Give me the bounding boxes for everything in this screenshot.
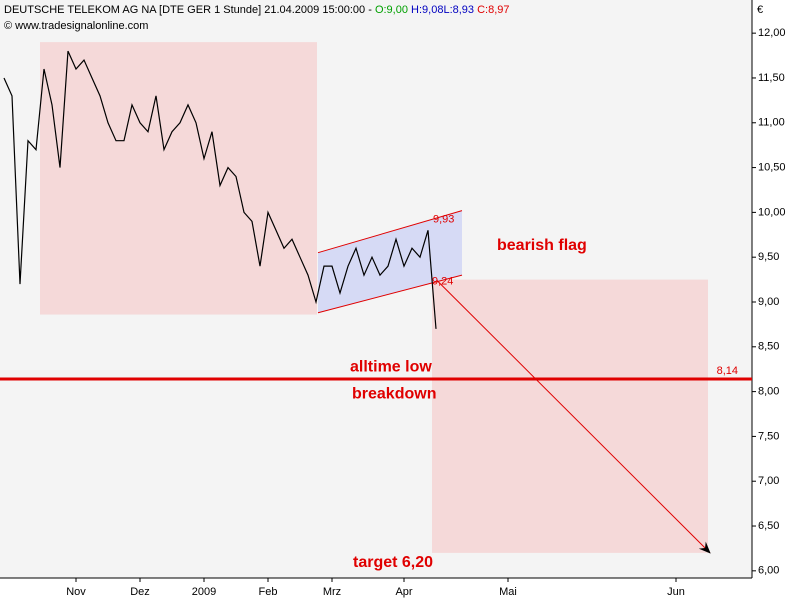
header-close: C:8,97 — [477, 4, 509, 16]
y-tick-label: 7,50 — [758, 430, 779, 442]
y-tick-label: 10,50 — [758, 161, 786, 173]
x-tick-label: Mai — [499, 586, 517, 598]
zone — [40, 42, 317, 315]
x-tick-label: Apr — [395, 586, 412, 598]
header-open: O:9,00 — [375, 4, 408, 16]
flag-low-label: 9,24 — [432, 275, 453, 287]
y-tick-label: 6,00 — [758, 565, 779, 577]
price-line — [3, 50, 437, 329]
y-unit: € — [757, 4, 763, 16]
annotation: breakdown — [352, 385, 436, 402]
y-tick-label: 12,00 — [758, 27, 786, 39]
y-tick-label: 6,50 — [758, 520, 779, 532]
x-tick-label: Jun — [667, 586, 685, 598]
x-tick-label: 2009 — [192, 586, 216, 598]
flag-high-label: 9,93 — [433, 214, 454, 226]
x-tick-label: Nov — [66, 586, 86, 598]
y-tick-label: 9,00 — [758, 296, 779, 308]
y-tick-label: 11,00 — [758, 117, 785, 129]
x-tick-label: Mrz — [323, 586, 341, 598]
y-tick-label: 8,50 — [758, 341, 779, 353]
copyright: © www.tradesignalonline.com — [4, 20, 148, 32]
y-tick-label: 7,00 — [758, 475, 779, 487]
x-tick-label: Feb — [259, 586, 278, 598]
annotation: alltime low — [350, 358, 432, 375]
y-tick-label: 9,50 — [758, 251, 779, 263]
y-tick-label: 10,00 — [758, 206, 786, 218]
header-high: H:9,08 — [411, 4, 443, 16]
y-tick-label: 8,00 — [758, 386, 779, 398]
header: DEUTSCHE TELEKOM AG NA [DTE GER 1 Stunde… — [4, 4, 510, 16]
target-arrow — [436, 280, 711, 554]
alltime-low-value: 8,14 — [717, 365, 738, 377]
annotation: bearish flag — [497, 237, 587, 254]
header-low: L:8,93 — [443, 4, 474, 16]
target-label: target 6,20 — [353, 554, 433, 571]
x-tick-label: Dez — [130, 586, 150, 598]
y-tick-label: 11,50 — [758, 72, 785, 84]
channel-line — [317, 210, 463, 254]
zone — [432, 279, 708, 553]
header-instrument: DEUTSCHE TELEKOM AG NA [DTE GER 1 Stunde… — [4, 4, 372, 16]
